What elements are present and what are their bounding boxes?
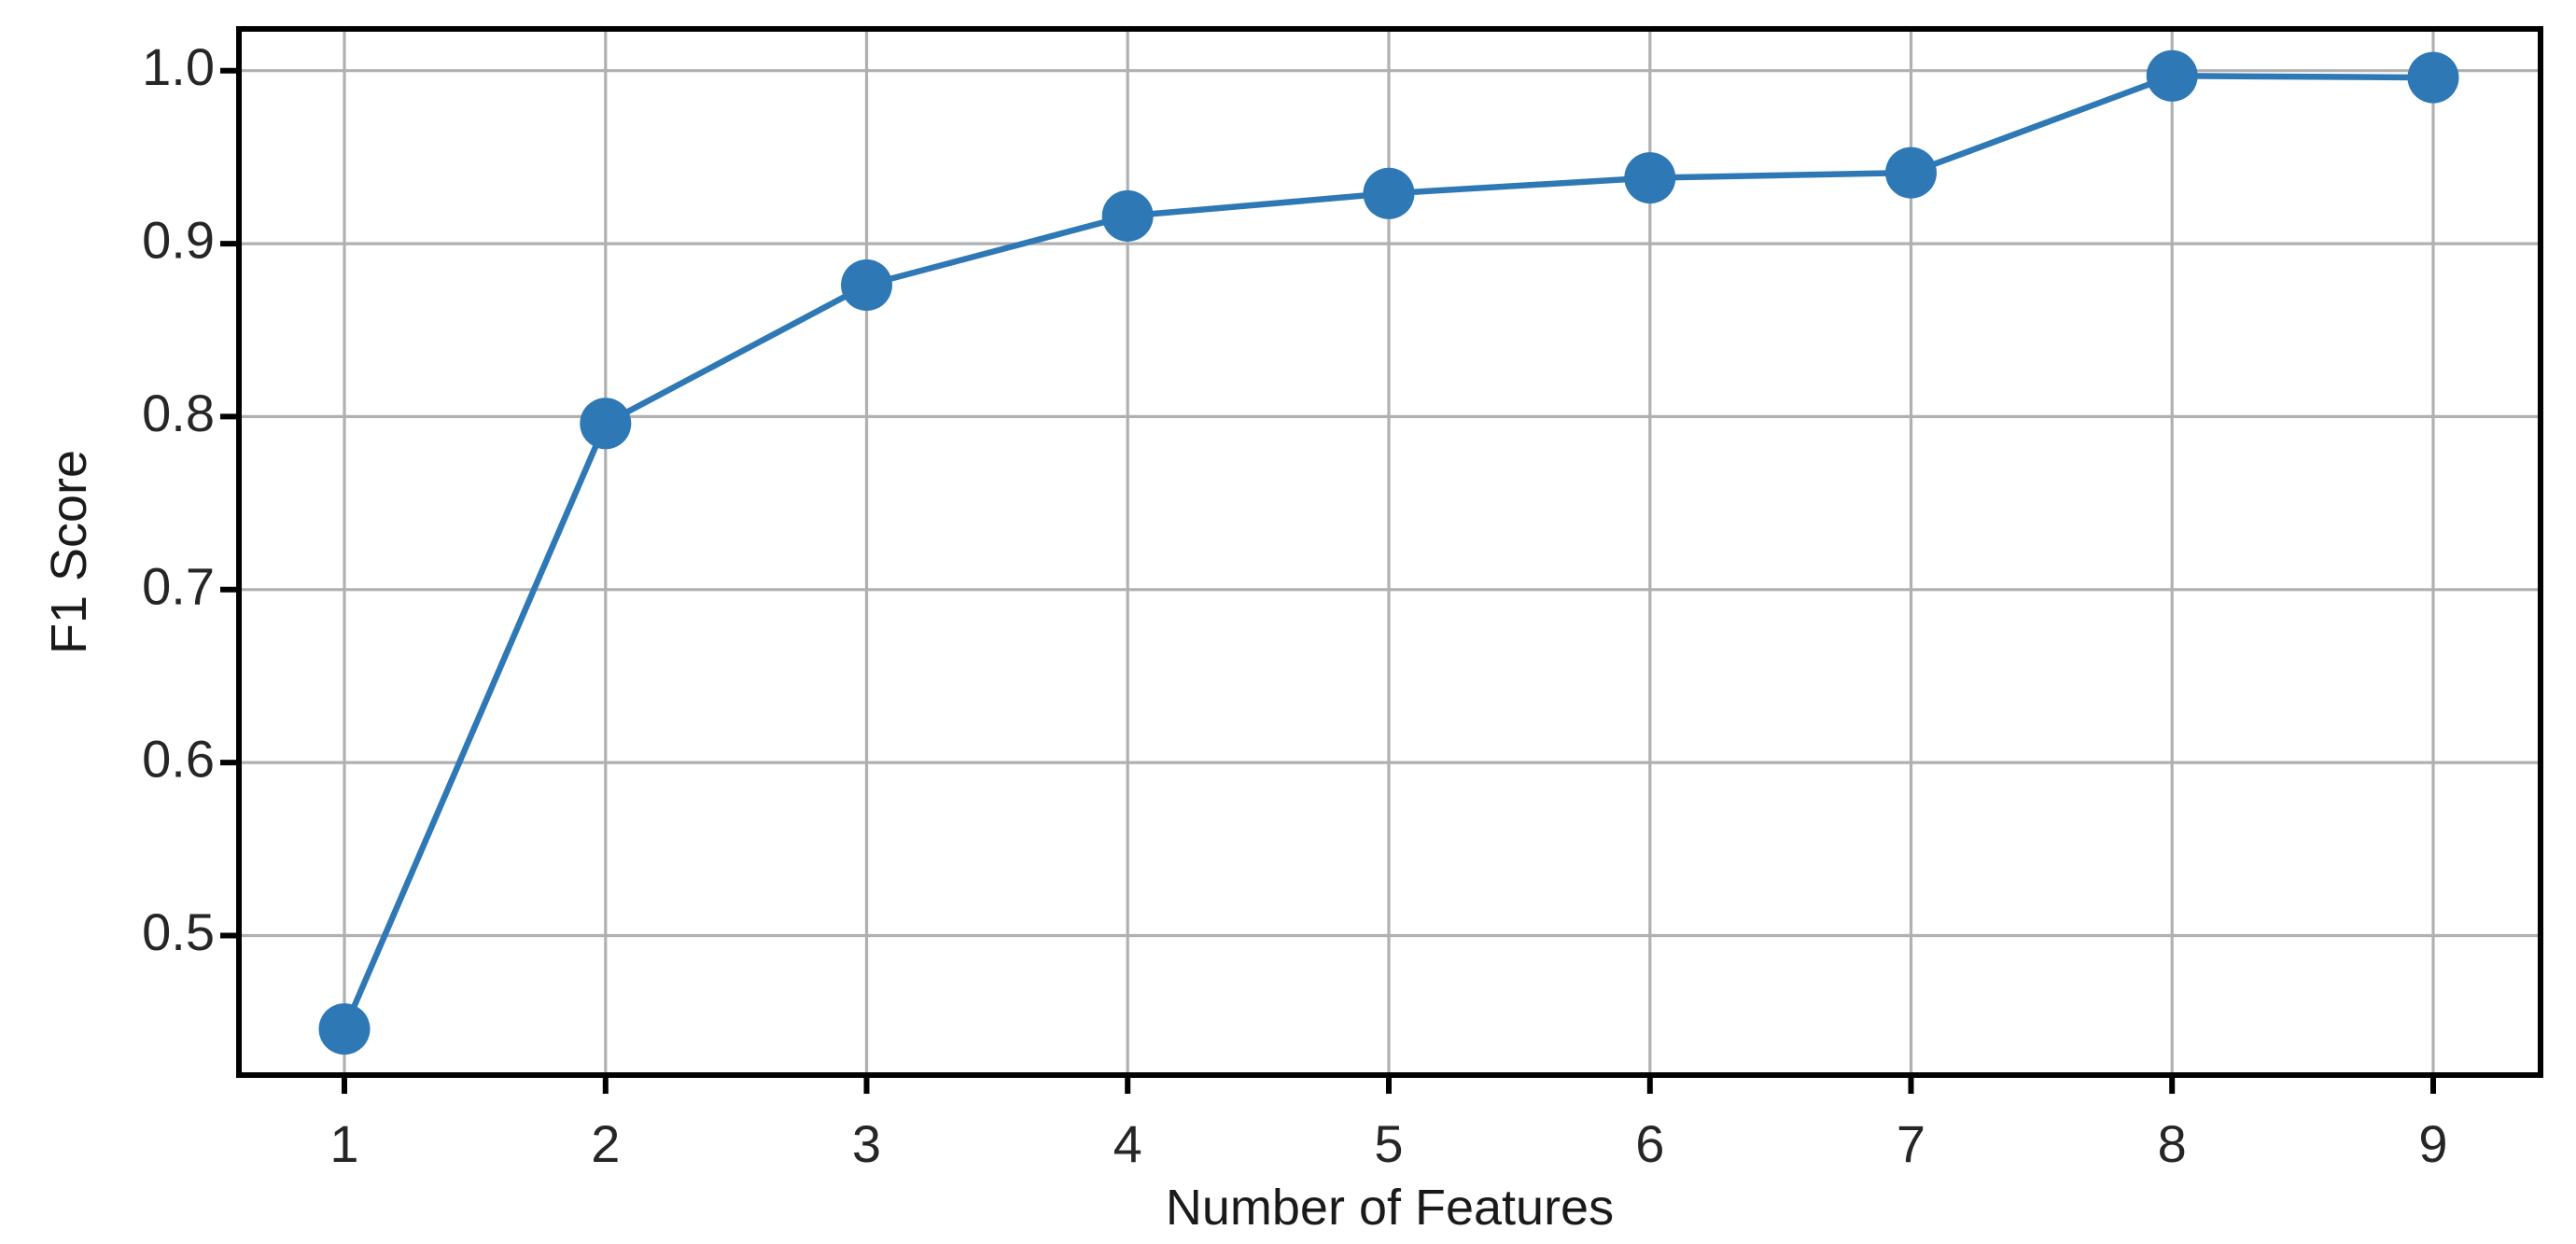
svg-text:1.0: 1.0	[142, 37, 215, 96]
svg-text:0.8: 0.8	[142, 384, 215, 442]
svg-text:9: 9	[2418, 1114, 2447, 1173]
svg-text:0.5: 0.5	[142, 902, 215, 961]
svg-text:3: 3	[852, 1114, 881, 1173]
svg-text:0.9: 0.9	[142, 211, 215, 270]
svg-text:0.7: 0.7	[142, 556, 215, 615]
svg-text:7: 7	[1897, 1114, 1925, 1173]
svg-text:8: 8	[2158, 1114, 2187, 1173]
svg-text:1: 1	[329, 1114, 358, 1173]
svg-text:5: 5	[1374, 1114, 1403, 1173]
svg-text:F1 Score: F1 Score	[41, 450, 97, 654]
svg-text:0.6: 0.6	[142, 730, 215, 789]
svg-text:6: 6	[1635, 1114, 1664, 1173]
svg-text:Number of Features: Number of Features	[1166, 1180, 1614, 1236]
svg-text:4: 4	[1113, 1114, 1142, 1173]
svg-text:2: 2	[591, 1114, 620, 1173]
